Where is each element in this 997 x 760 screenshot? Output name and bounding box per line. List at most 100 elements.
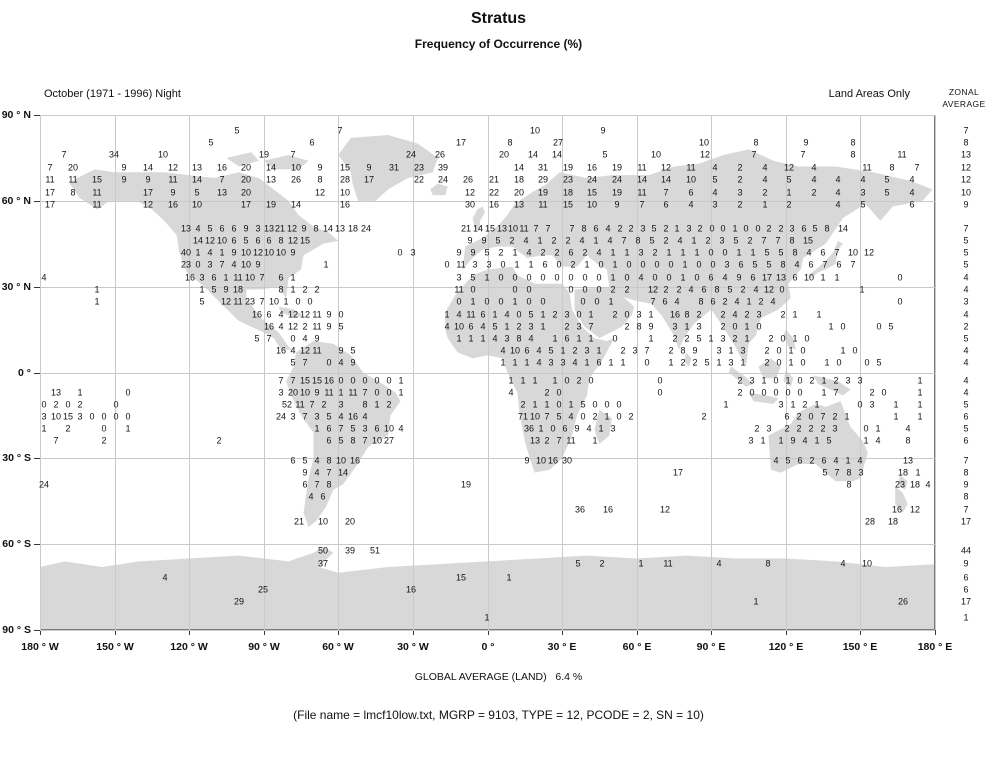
data-value: 6 (688, 187, 694, 198)
data-value: 18 (909, 479, 921, 490)
data-value: 9 (456, 247, 462, 258)
zonal-average-value: 6 (963, 572, 969, 583)
data-value: 2 (869, 387, 875, 398)
data-value: 4 (860, 174, 866, 185)
zonal-average-value: 1 (963, 612, 969, 623)
data-value: 0 (338, 375, 344, 386)
data-value: 6 (562, 423, 568, 434)
data-value: 1 (708, 333, 714, 344)
data-value: 4 (909, 187, 915, 198)
data-value: 5 (826, 435, 832, 446)
data-value: 29 (233, 596, 245, 607)
data-value: 5 (350, 423, 356, 434)
data-value: 0 (876, 321, 882, 332)
data-value: 2 (764, 345, 770, 356)
data-value: 18 (562, 187, 574, 198)
data-value: 10 (803, 272, 815, 283)
x-axis-label: 180 ° W (21, 641, 59, 653)
data-value: 2 (786, 199, 792, 210)
data-value: 7 (290, 375, 296, 386)
data-value: 0 (797, 375, 803, 386)
data-value: 10 (191, 199, 203, 210)
data-value: 26 (434, 149, 446, 160)
data-value: 7 (337, 125, 343, 136)
data-value: 11 (324, 387, 334, 398)
data-value: 15 (299, 375, 311, 386)
data-value: 7 (644, 345, 650, 356)
data-value: 7 (338, 423, 344, 434)
data-value: 1 (917, 399, 923, 410)
data-value: 5 (484, 247, 490, 258)
zonal-average-value: 8 (963, 137, 969, 148)
data-value: 4 (278, 309, 284, 320)
island-greenland (338, 135, 438, 201)
data-value: 12 (909, 504, 921, 515)
data-value: 6 (326, 435, 332, 446)
data-value: 13 (496, 223, 508, 234)
x-axis-label: 60 ° E (622, 641, 652, 653)
data-value: 24 (38, 479, 50, 490)
y-axis-tick (34, 201, 40, 202)
x-axis-tick (115, 630, 116, 635)
data-value: 5 (243, 235, 249, 246)
data-value: 1 (744, 321, 750, 332)
data-value: 7 (639, 199, 645, 210)
y-axis-tick (34, 544, 40, 545)
data-value: 11 (466, 309, 476, 320)
data-value: 3 (314, 411, 320, 422)
data-value: 2 (663, 223, 669, 234)
data-value: 6 (738, 259, 744, 270)
data-value: 6 (266, 309, 272, 320)
data-value: 7 (533, 223, 539, 234)
data-value: 8 (789, 235, 795, 246)
y-axis-tick (34, 115, 40, 116)
data-value: 11 (862, 162, 872, 173)
data-value: 0 (761, 387, 767, 398)
data-value: 4 (536, 357, 542, 368)
data-value: 1 (875, 423, 881, 434)
data-value: 1 (125, 423, 131, 434)
data-value: 9 (301, 223, 307, 234)
data-value: 13 (334, 223, 346, 234)
data-value: 0 (800, 357, 806, 368)
data-value: 0 (797, 387, 803, 398)
data-value: 1 (290, 272, 296, 283)
data-value: 1 (788, 345, 794, 356)
data-value: 24 (275, 411, 287, 422)
data-value: 0 (550, 423, 556, 434)
data-value: 1 (624, 247, 630, 258)
data-value: 13 (529, 435, 541, 446)
gridline-horizontal (40, 458, 935, 459)
data-value: 14 (265, 162, 277, 173)
data-value: 3 (486, 259, 492, 270)
data-value: 6 (708, 272, 714, 283)
data-value: 2 (758, 296, 764, 307)
data-value: 0 (785, 387, 791, 398)
data-value: 22 (413, 174, 425, 185)
data-value: 2 (796, 411, 802, 422)
data-value: 8 (326, 455, 332, 466)
data-value: 29 (537, 174, 549, 185)
data-value: 4 (857, 455, 863, 466)
data-value: 20 (67, 162, 79, 173)
data-value: 1 (398, 375, 404, 386)
data-value: 0 (444, 259, 450, 270)
data-value: 10 (861, 558, 873, 569)
data-value: 11 (312, 345, 322, 356)
data-value: 2 (778, 223, 784, 234)
data-value: 11 (348, 387, 358, 398)
data-value: 0 (732, 321, 738, 332)
data-value: 4 (753, 284, 759, 295)
data-value: 2 (737, 174, 743, 185)
data-value: 16 (167, 199, 179, 210)
data-value: 12 (252, 247, 264, 258)
data-value: 1 (514, 259, 520, 270)
data-value: 2 (754, 423, 760, 434)
data-value: 7 (314, 479, 320, 490)
y-axis-label: 30 ° S (2, 452, 31, 464)
data-value: 17 (363, 174, 375, 185)
zonal-average-value: 5 (963, 259, 969, 270)
data-value: 15 (802, 235, 814, 246)
data-value: 10 (371, 435, 383, 446)
